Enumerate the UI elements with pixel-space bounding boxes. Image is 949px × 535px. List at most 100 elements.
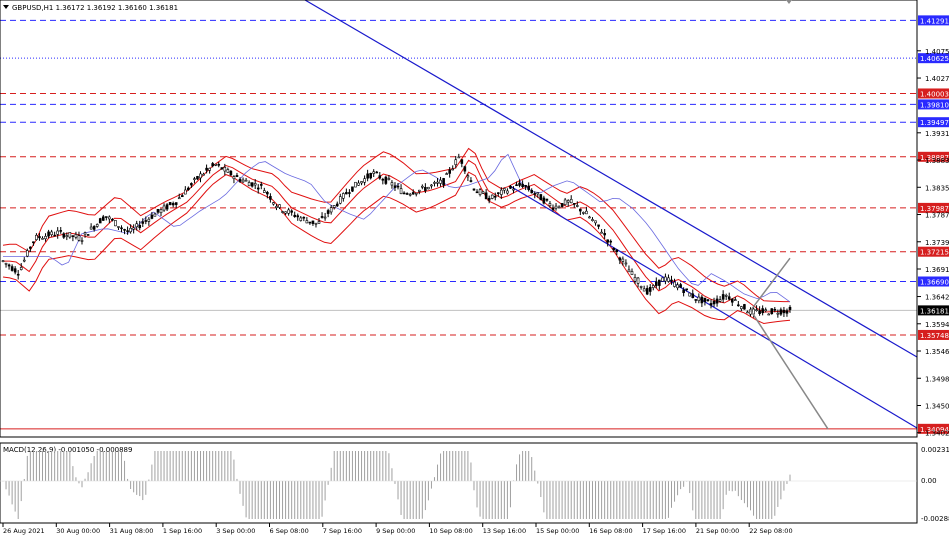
macd-bar	[358, 451, 360, 481]
macd-bar	[500, 481, 502, 519]
macd-bar	[637, 481, 639, 519]
macd-bar	[655, 481, 657, 519]
channel-lower-line[interactable]	[509, 185, 918, 429]
level-price-label: 1.37987	[920, 205, 949, 213]
macd-bar	[418, 481, 420, 519]
candle-body	[105, 216, 108, 218]
macd-bar	[692, 481, 694, 511]
candle-body	[703, 297, 707, 302]
collapse-icon[interactable]	[3, 5, 9, 9]
candle-body	[621, 258, 625, 262]
candle-body	[205, 167, 208, 171]
candle-body	[259, 184, 263, 186]
macd-bar	[178, 451, 180, 481]
macd-bar	[740, 481, 742, 500]
macd-bar	[69, 451, 71, 481]
candle-body	[132, 227, 135, 230]
candle-body	[68, 232, 72, 238]
candle-body	[244, 179, 248, 182]
level-price-label: 1.41291	[920, 17, 949, 25]
time-tick-label: 15 Sep 00:00	[536, 527, 579, 535]
macd-bar	[196, 451, 198, 481]
macd-bar	[412, 481, 414, 519]
macd-bar	[248, 481, 250, 519]
candle-body	[636, 277, 640, 284]
candle-body	[147, 218, 151, 222]
macd-bar	[534, 470, 536, 481]
channel-upper-line[interactable]	[304, 0, 918, 358]
macd-bar	[765, 481, 767, 519]
macd-bar	[181, 451, 183, 481]
macd-bar	[130, 481, 132, 489]
candle-body	[764, 309, 767, 311]
candle-body	[47, 231, 50, 237]
candle-body	[776, 312, 780, 315]
macd-bar	[640, 481, 642, 519]
macd-bar	[29, 451, 31, 481]
macd-bar	[345, 451, 347, 481]
time-tick-label: 10 Sep 08:00	[429, 527, 472, 535]
macd-bar	[713, 481, 715, 519]
macd-bar	[704, 481, 706, 519]
macd-bar	[376, 451, 378, 481]
macd-bar	[485, 481, 487, 519]
candle-body	[323, 216, 327, 219]
macd-bar	[121, 451, 123, 481]
candle-body	[150, 214, 154, 219]
candle-body	[123, 229, 126, 231]
macd-bar	[20, 481, 22, 502]
macd-bar	[51, 451, 53, 481]
macd-bar	[616, 481, 618, 519]
projection-up-arrow[interactable]	[750, 257, 791, 311]
macd-bar	[585, 481, 587, 519]
candle-body	[296, 215, 300, 218]
macd-bar	[66, 451, 68, 481]
macd-bar	[595, 481, 597, 519]
macd-bar	[540, 481, 542, 498]
macd-bar	[774, 481, 776, 516]
candle-body	[661, 277, 664, 282]
candle-body	[108, 216, 111, 220]
macd-bar	[409, 481, 411, 519]
candle-body	[329, 207, 333, 213]
shift-marker-icon[interactable]	[786, 0, 792, 4]
price-tick-label: 1.37870	[925, 212, 949, 220]
candle-body	[317, 221, 321, 224]
candle-body	[560, 203, 564, 207]
macd-bar	[227, 451, 229, 481]
candle-body	[588, 216, 591, 219]
macd-bar	[330, 467, 332, 481]
candle-body	[65, 235, 69, 238]
macd-bar	[509, 481, 511, 508]
time-tick-label: 31 Aug 08:00	[110, 527, 154, 535]
bollinger-lower	[2, 171, 791, 325]
candle-body	[600, 231, 603, 234]
macd-bar	[582, 481, 584, 519]
macd-bar	[54, 451, 56, 481]
macd-bar	[190, 451, 192, 481]
candle-body	[740, 306, 743, 310]
macd-bar	[643, 481, 645, 519]
candle-body	[369, 173, 372, 179]
macd-bar	[406, 481, 408, 519]
candle-body	[196, 176, 199, 180]
macd-bar	[193, 451, 195, 481]
macd-bar	[397, 481, 399, 500]
candle-body	[664, 276, 667, 282]
candle-body	[743, 304, 746, 310]
price-tick-label: 1.38830	[925, 157, 949, 165]
macd-bar	[242, 481, 244, 506]
macd-bar	[424, 481, 426, 511]
macd-bar	[239, 481, 241, 494]
candle-body	[609, 240, 613, 243]
candle-body	[384, 176, 388, 184]
candle-body	[308, 221, 312, 224]
projection-down-arrow[interactable]	[750, 310, 829, 430]
macd-bar	[315, 481, 317, 519]
macd-bar	[11, 481, 13, 505]
candle-body	[466, 175, 470, 178]
level-price-label: 1.36690	[920, 278, 949, 286]
candle-body	[782, 309, 786, 314]
candle-body	[603, 233, 606, 236]
